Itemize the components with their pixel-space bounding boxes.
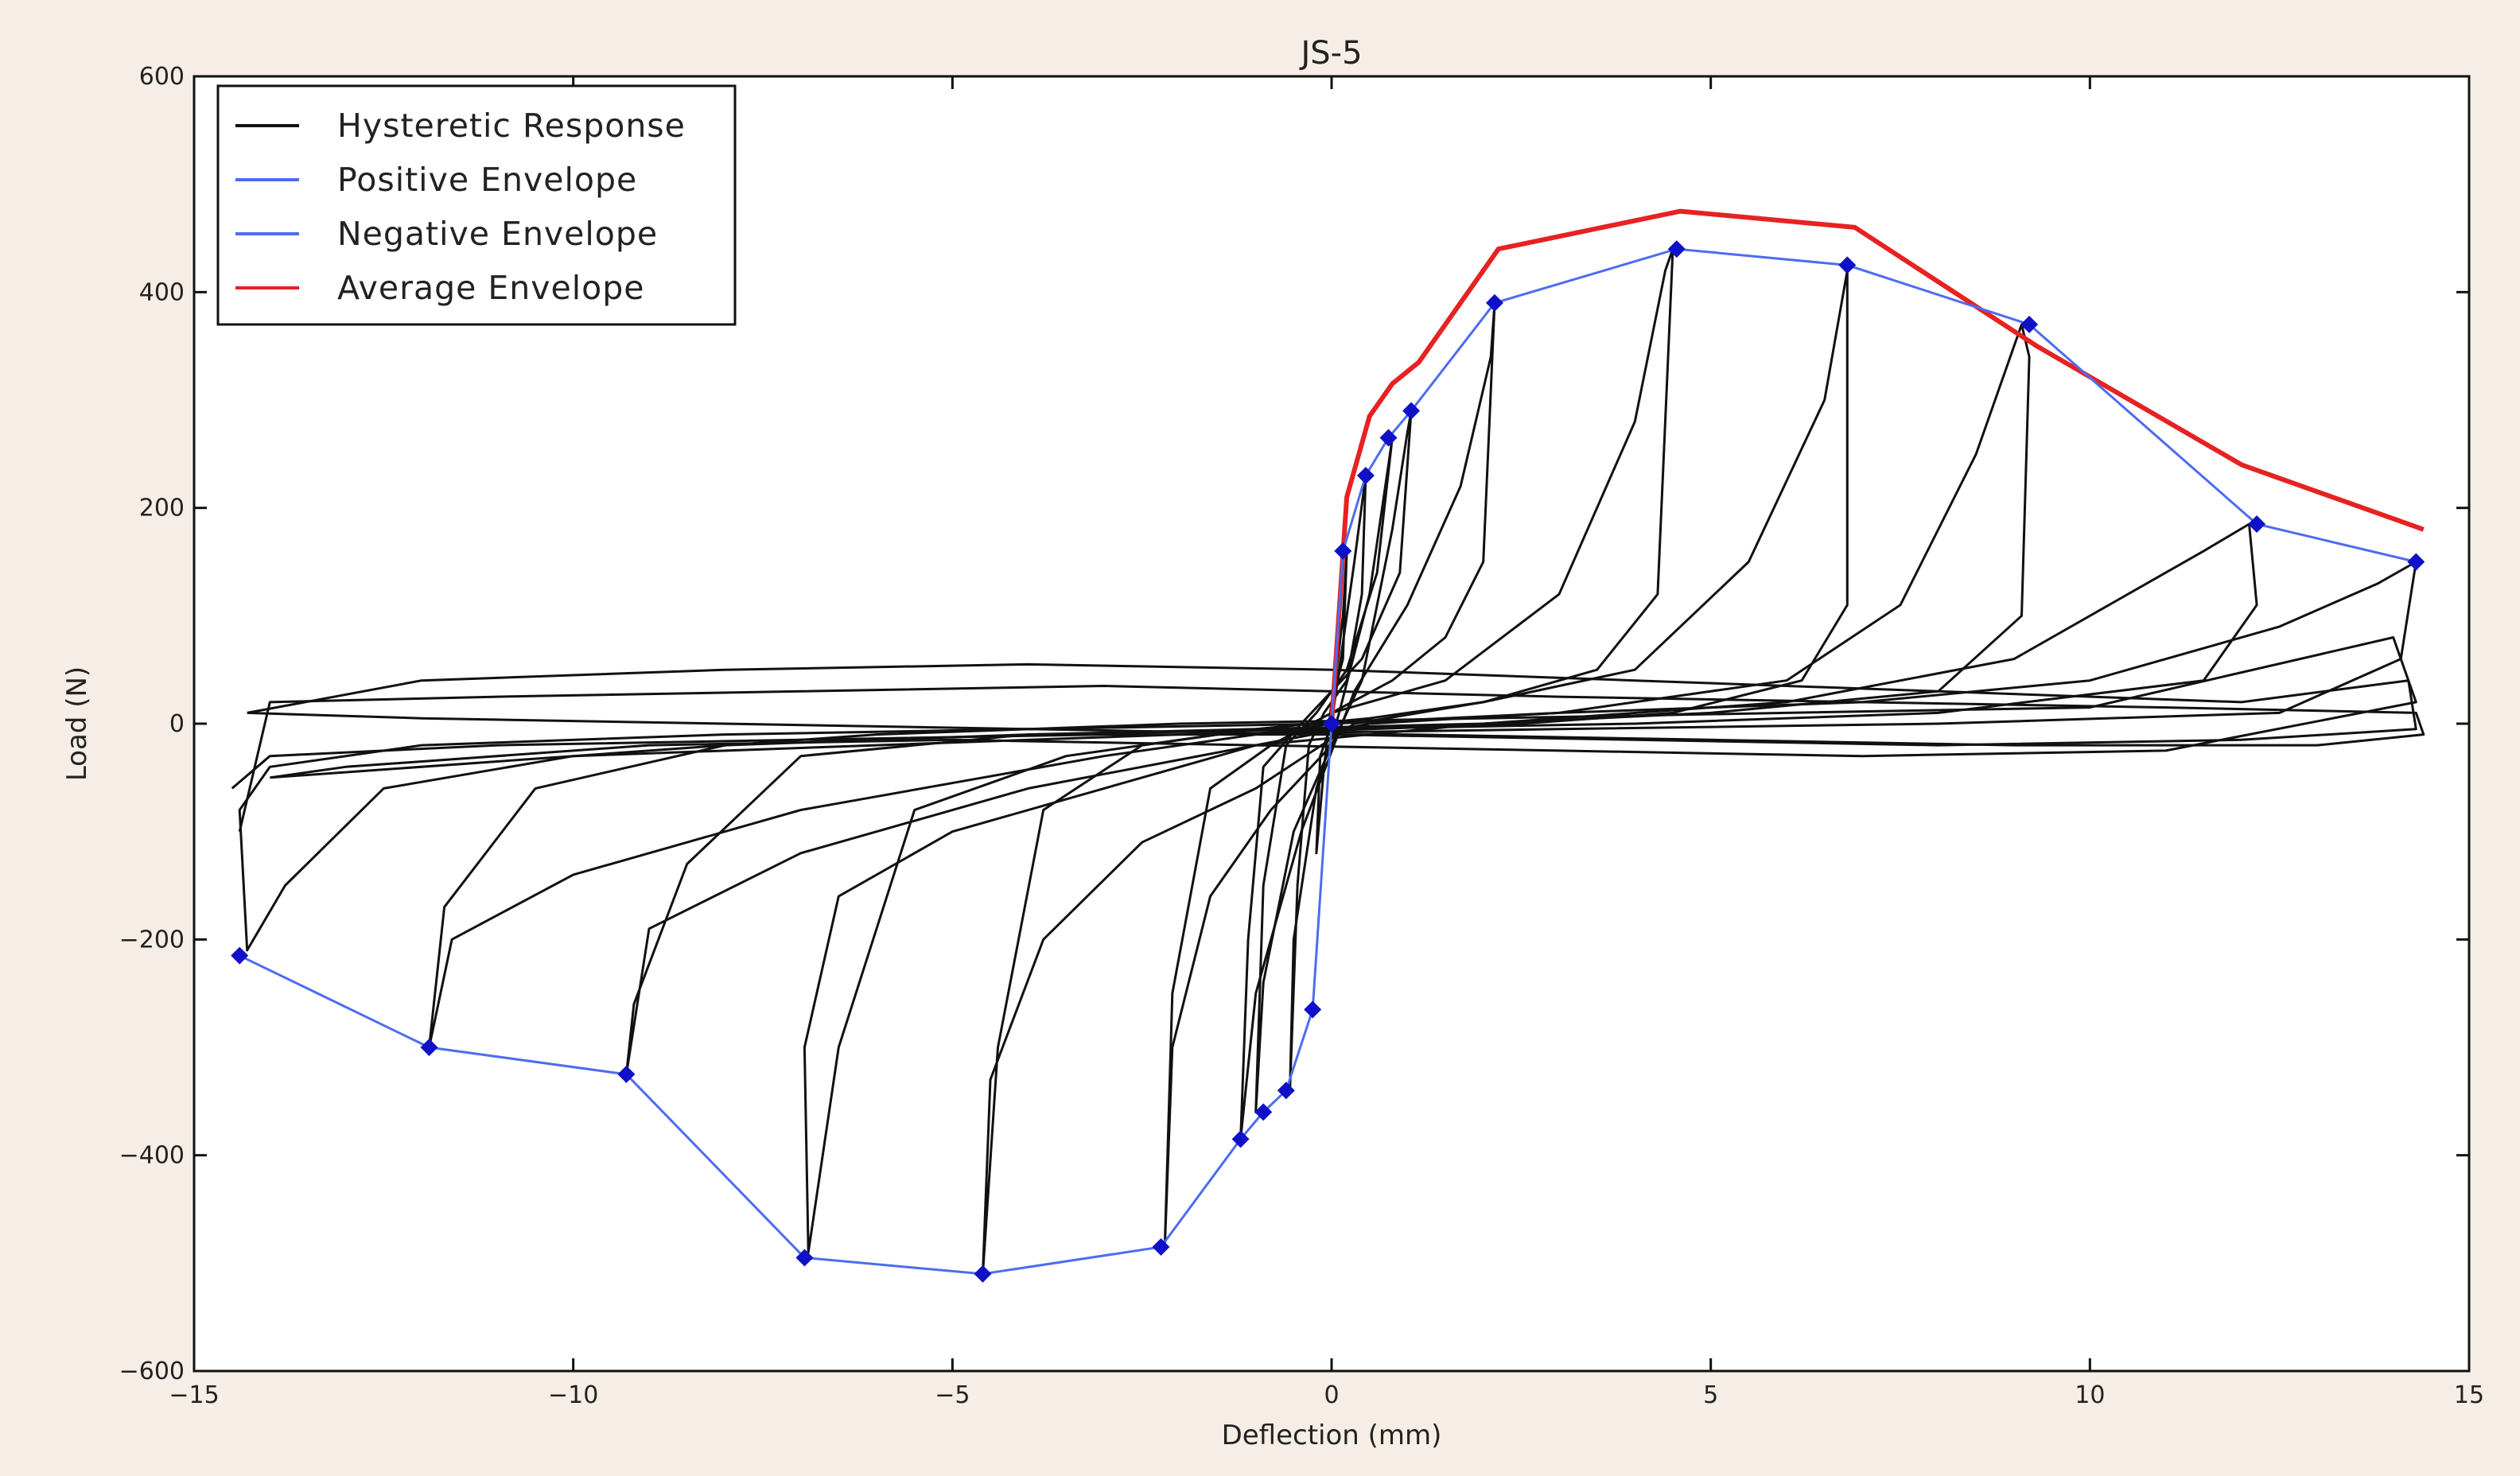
y-tick-label: −400 <box>119 1142 185 1170</box>
negative-envelope-point <box>795 1249 814 1267</box>
negative-envelope-point <box>420 1039 438 1056</box>
legend: Hysteretic Response Positive Envelope Ne… <box>216 84 737 326</box>
negative-envelope-point <box>1152 1237 1170 1256</box>
average-envelope-line <box>1329 208 2425 724</box>
legend-label-positive: Positive Envelope <box>337 161 637 199</box>
positive-envelope-point <box>2407 553 2425 571</box>
positive-envelope-point <box>1838 256 1857 274</box>
y-tick-label: 400 <box>139 278 185 306</box>
y-tick-label: −600 <box>119 1358 185 1385</box>
positive-envelope-point <box>2248 515 2266 534</box>
negative-envelope-point <box>1323 715 1340 732</box>
y-tick-label: 200 <box>139 495 185 522</box>
positive-envelope-point <box>1485 293 1503 312</box>
positive-envelope-point <box>2020 316 2039 334</box>
ticks-layer: −15 −10 −5 0 5 10 15 −600 −400 −200 0 200 400 600 <box>119 63 2485 1409</box>
legend-label-negative: Negative Envelope <box>337 215 658 253</box>
x-tick-label: 5 <box>1703 1381 1718 1409</box>
hysteretic-loop-10 <box>231 685 2425 833</box>
hysteretic-loop-1 <box>1289 474 1367 1092</box>
y-tick-label: 0 <box>169 710 185 738</box>
series-layer <box>231 208 2425 1283</box>
x-tick-label: 15 <box>2454 1381 2484 1409</box>
x-tick-label: −5 <box>935 1381 970 1409</box>
x-tick-label: 10 <box>2075 1381 2105 1409</box>
negative-envelope-point <box>1231 1130 1250 1148</box>
negative-envelope-point <box>1277 1082 1295 1100</box>
chart-title: JS-5 <box>1298 35 1362 72</box>
legend-box <box>216 84 737 326</box>
x-axis-label: Deflection (mm) <box>1222 1420 1442 1451</box>
positive-envelope-point <box>1379 429 1398 447</box>
x-tick-label: 0 <box>1324 1381 1339 1409</box>
legend-label-hysteretic: Hysteretic Response <box>337 107 686 145</box>
y-tick-label: 600 <box>139 63 185 91</box>
positive-envelope-point <box>1667 240 1686 258</box>
hysteretic-loop-12 <box>270 636 2417 779</box>
x-tick-label: −10 <box>548 1381 598 1409</box>
positive-envelope-point <box>1334 542 1352 560</box>
positive-envelope-point <box>1356 466 1375 484</box>
negative-envelope-point <box>231 946 249 965</box>
hysteretic-loop-8 <box>428 522 2258 1049</box>
negative-envelope-point <box>1254 1103 1273 1121</box>
legend-label-average: Average Envelope <box>337 269 645 307</box>
negative-envelope-point <box>974 1264 992 1283</box>
negative-envelope-point <box>1304 1000 1322 1019</box>
y-tick-label: −200 <box>119 926 185 954</box>
hysteretic-loop-11 <box>247 662 2417 747</box>
negative-envelope-point <box>617 1065 636 1083</box>
x-tick-label: −15 <box>169 1381 219 1409</box>
y-axis-label: Load (N) <box>61 666 93 781</box>
positive-envelope-point <box>1402 402 1421 420</box>
